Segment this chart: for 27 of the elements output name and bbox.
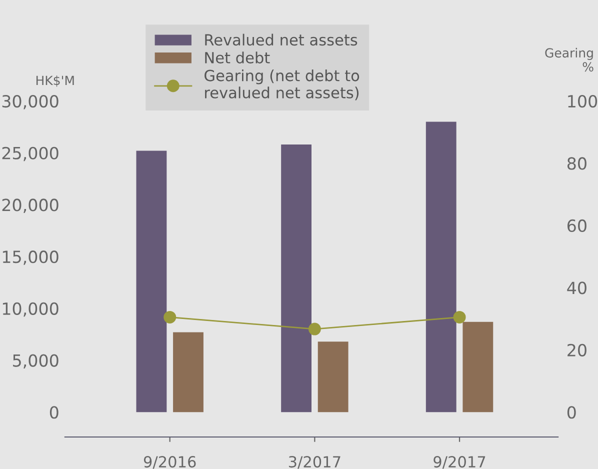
y-axis-title: HK$'M (36, 75, 74, 87)
y-tick-label: 30,000 (2, 94, 58, 110)
bar (173, 332, 204, 412)
y2-tick-label: 80 (567, 157, 586, 170)
y2-tick-label: 0 (567, 406, 576, 419)
y2-axis-title: Gearing % (545, 48, 594, 72)
y-tick-label: 10,000 (2, 302, 58, 317)
y-tick-label: 20,000 (2, 198, 58, 213)
x-tick-label: 9/2016 (144, 456, 196, 469)
bar (426, 122, 456, 412)
y2-tick-label: 40 (567, 282, 586, 294)
bar (462, 322, 494, 412)
bar (136, 150, 167, 412)
y2-tick-label: 60 (567, 219, 586, 232)
bar (281, 144, 312, 412)
legend-label: Gearing (net debt to revalued net assets) (204, 69, 360, 100)
legend-label: Net debt (205, 52, 270, 64)
y-tick-label: 5,000 (13, 354, 58, 369)
y2-tick-label: 100 (568, 94, 598, 108)
y-tick-label: 25,000 (2, 146, 58, 162)
y2-tick-label: 20 (568, 344, 586, 356)
y-tick-label: 0 (50, 406, 58, 419)
x-tick-label: 3/2017 (288, 456, 340, 469)
legend-label: Revalued net assets (205, 34, 358, 46)
x-tick-label: 9/2017 (434, 456, 486, 469)
bar (318, 342, 348, 412)
y-tick-label: 15,000 (2, 250, 58, 265)
